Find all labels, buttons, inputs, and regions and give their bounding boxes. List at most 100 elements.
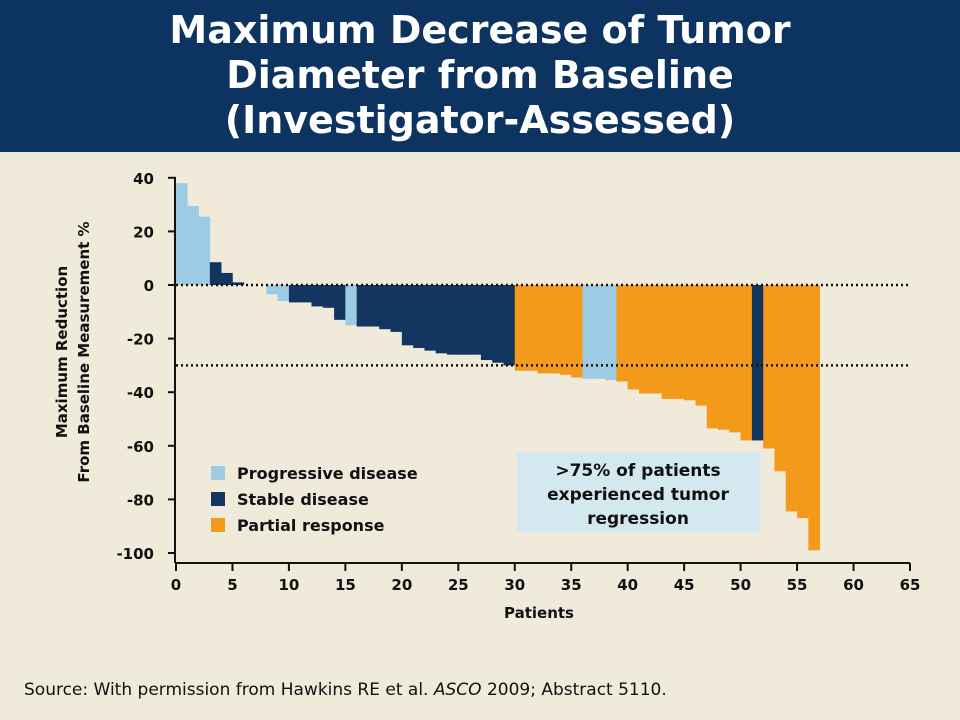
callout-text-line: regression xyxy=(587,509,689,529)
x-tick-label: 20 xyxy=(391,576,412,594)
bar-stable xyxy=(751,285,764,441)
y-tick-label: -20 xyxy=(127,331,154,349)
bar-partial xyxy=(548,285,561,374)
bar-partial xyxy=(808,285,820,551)
bar-stable xyxy=(209,262,222,285)
bar-partial xyxy=(526,285,538,371)
y-tick-label: 40 xyxy=(133,170,154,188)
bar-partial xyxy=(718,285,730,430)
bar-stable xyxy=(288,285,301,303)
bar-partial xyxy=(559,285,572,375)
bar-partial xyxy=(616,285,628,382)
bar-progressive xyxy=(277,285,290,302)
x-tick-label: 0 xyxy=(171,576,181,594)
bar-stable xyxy=(367,285,380,327)
y-tick-label: -100 xyxy=(116,545,154,563)
y-tick-label: 0 xyxy=(144,277,154,295)
bar-partial xyxy=(706,285,719,429)
bar-stable xyxy=(492,285,504,363)
bar-stable xyxy=(458,285,470,355)
bar-partial xyxy=(695,285,708,406)
bar-progressive xyxy=(266,285,278,295)
bar-partial xyxy=(571,285,583,378)
bar-partial xyxy=(650,285,662,394)
bar-stable xyxy=(356,285,369,327)
bar-partial xyxy=(684,285,696,401)
bar-stable xyxy=(413,285,425,348)
bar-partial xyxy=(729,285,741,433)
x-tick-label: 65 xyxy=(900,576,921,594)
bar-stable xyxy=(322,285,335,308)
bar-stable xyxy=(435,285,448,354)
bar-partial xyxy=(740,285,753,441)
callout-text-line: experienced tumor xyxy=(547,485,729,505)
bar-stable xyxy=(311,285,324,307)
x-tick-label: 5 xyxy=(227,576,237,594)
source-citation: Source: With permission from Hawkins RE … xyxy=(24,680,667,700)
bar-stable xyxy=(424,285,437,351)
source-prefix: Source: With permission from Hawkins RE … xyxy=(24,680,434,700)
y-axis-title-line: Maximum Reduction xyxy=(53,266,71,438)
bar-stable xyxy=(390,285,403,332)
y-tick-label: -60 xyxy=(127,438,154,456)
bar-progressive xyxy=(582,285,595,379)
slide-title: Maximum Decrease of Tumor Diameter from … xyxy=(0,8,960,143)
bar-partial xyxy=(774,285,787,472)
bar-progressive xyxy=(605,285,617,381)
x-tick-label: 15 xyxy=(335,576,356,594)
x-tick-label: 60 xyxy=(843,576,864,594)
bar-stable xyxy=(221,272,233,285)
x-tick-label: 35 xyxy=(561,576,582,594)
bar-stable xyxy=(334,285,346,320)
bar-stable xyxy=(447,285,459,355)
x-tick-label: 45 xyxy=(674,576,695,594)
title-line: Maximum Decrease of Tumor xyxy=(169,8,791,52)
bar-progressive xyxy=(345,285,357,326)
x-tick-label: 25 xyxy=(448,576,469,594)
y-tick-label: -40 xyxy=(127,384,154,402)
bar-stable xyxy=(469,285,482,355)
y-axis-title-line: From Baseline Measurement % xyxy=(75,221,93,482)
legend-label: Progressive disease xyxy=(237,464,418,483)
x-tick-label: 30 xyxy=(504,576,525,594)
bar-progressive xyxy=(187,205,199,285)
bar-partial xyxy=(627,285,640,390)
bar-stable xyxy=(300,285,312,303)
y-tick-label: 20 xyxy=(133,223,154,241)
title-line: Diameter from Baseline xyxy=(226,53,734,97)
bar-partial xyxy=(514,285,527,371)
x-tick-label: 40 xyxy=(617,576,638,594)
legend-label: Partial response xyxy=(237,516,385,535)
bar-partial xyxy=(797,285,809,519)
y-tick-label: -80 xyxy=(127,491,154,509)
x-tick-label: 10 xyxy=(278,576,299,594)
bar-partial xyxy=(661,285,674,399)
bar-stable xyxy=(232,282,245,285)
x-tick-label: 55 xyxy=(787,576,808,594)
bar-progressive xyxy=(593,285,606,379)
legend-swatch-progressive xyxy=(211,466,225,480)
callout-text-line: >75% of patients xyxy=(555,461,720,481)
x-tick-label: 50 xyxy=(730,576,751,594)
callout-box xyxy=(517,452,760,532)
legend-label: Stable disease xyxy=(237,490,369,509)
bar-partial xyxy=(785,285,798,512)
bar-progressive xyxy=(198,216,211,285)
bar-stable xyxy=(480,285,493,361)
bar-partial xyxy=(537,285,549,374)
legend-swatch-partial xyxy=(211,518,225,532)
bar-stable xyxy=(503,285,516,366)
legend-swatch-stable xyxy=(211,492,225,506)
bar-progressive xyxy=(176,183,188,285)
source-suffix: 2009; Abstract 5110. xyxy=(481,680,667,700)
source-journal: ASCO xyxy=(433,680,482,700)
bar-partial xyxy=(638,285,651,394)
title-line: (Investigator-Assessed) xyxy=(224,98,736,142)
slide-header: Maximum Decrease of Tumor Diameter from … xyxy=(0,0,960,152)
waterfall-chart: 40 20 0 -20 -40 -60 -80 -100 0 5 10 15 20 25 30 35 40 45 5… xyxy=(53,170,921,622)
bar-stable xyxy=(379,285,391,330)
x-axis-title: Patients xyxy=(504,604,574,622)
bar-partial xyxy=(672,285,685,399)
bar-partial xyxy=(763,285,775,449)
bar-stable xyxy=(401,285,414,346)
